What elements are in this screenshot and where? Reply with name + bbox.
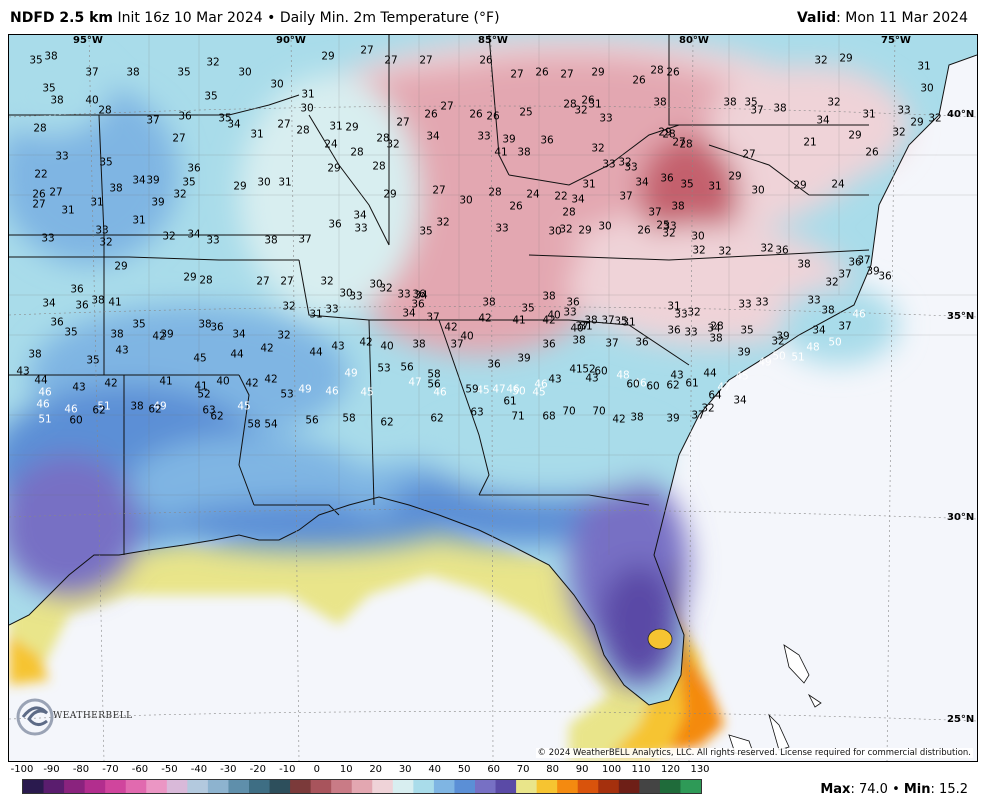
- coastline: [9, 54, 977, 706]
- lon-label-85w: 85°W: [478, 35, 508, 46]
- valid-time: Valid: Mon 11 Mar 2024: [797, 10, 968, 26]
- colorbar-swatch: [454, 780, 476, 793]
- colorbar-swatch: [290, 780, 312, 793]
- colorbar-swatch: [413, 780, 435, 793]
- colorbar-tick-label: -50: [161, 764, 178, 775]
- colorbar-tick-label: -40: [190, 764, 208, 775]
- colorbar-swatch: [84, 780, 106, 793]
- colorbar-swatch: [187, 780, 209, 793]
- valid-value: : Mon 11 Mar 2024: [836, 10, 968, 26]
- temperature-map: 35 38 35 37 38 35 35 32 30 30 29 27 27 27 26 26 27 29 27 26…: [8, 34, 978, 762]
- colorbar-tick-labels: -100 -90 -80 -70 -60 -50 -40 -30 -20 -10 0 10 20 30 40…: [0, 764, 984, 778]
- colorbar-tick-label: -100: [10, 764, 34, 775]
- colorbar-swatch: [372, 780, 394, 793]
- stats-separator: •: [892, 782, 900, 797]
- min-label: Min: [903, 782, 931, 797]
- colorbar-tick-label: -80: [72, 764, 90, 775]
- max-label: Max: [820, 782, 851, 797]
- colorbar-tick-label: 100: [602, 764, 622, 775]
- swirl-icon: [16, 698, 54, 736]
- map-title: NDFD 2.5 km Init 16z 10 Mar 2024 • Daily…: [10, 10, 500, 26]
- county-borders: [9, 35, 977, 555]
- colorbar-swatch: [392, 780, 414, 793]
- colorbar-swatch: [23, 780, 45, 793]
- colorbar-swatch: [146, 780, 168, 793]
- colorbar-swatch: [166, 780, 188, 793]
- colorbar-tick-label: -70: [102, 764, 119, 775]
- min-value: : 15.2: [930, 782, 968, 797]
- max-value: : 74.0: [850, 782, 888, 797]
- colorbar-tick-label: -20: [249, 764, 266, 775]
- lat-label-30n: 30°N: [947, 512, 975, 523]
- colorbar-tick-label: 90: [575, 764, 589, 775]
- colorbar-swatch: [577, 780, 599, 793]
- colorbar-swatch: [228, 780, 250, 793]
- lat-label-35n: 35°N: [947, 311, 975, 322]
- copyright-notice: © 2024 WeatherBELL Analytics, LLC. All r…: [535, 748, 973, 758]
- lon-label-75w: 75°W: [881, 35, 911, 46]
- colorbar-swatch: [125, 780, 147, 793]
- colorbar-tick-label: 20: [369, 764, 383, 775]
- lat-label-25n: 25°N: [947, 714, 975, 725]
- colorbar-swatch: [475, 780, 497, 793]
- colorbar-tick-label: 80: [546, 764, 559, 775]
- colorbar-tick-label: -30: [220, 764, 237, 775]
- lat-label-40n: 40°N: [947, 109, 975, 120]
- colorbar-swatch: [618, 780, 640, 793]
- colorbar-tick-label: 120: [660, 764, 681, 775]
- product-name: NDFD 2.5 km: [10, 10, 113, 26]
- colorbar-swatch: [680, 780, 701, 793]
- lon-label-80w: 80°W: [679, 35, 709, 46]
- title-separator: •: [267, 10, 276, 26]
- colorbar-tick-label: 10: [339, 764, 353, 775]
- colorbar-swatch: [598, 780, 620, 793]
- colorbar-tick-label: 110: [631, 764, 651, 775]
- lon-label-90w: 90°W: [276, 35, 306, 46]
- colorbar-swatch: [495, 780, 517, 793]
- colorbar: [22, 779, 702, 794]
- colorbar-tick-label: -60: [131, 764, 149, 775]
- colorbar-swatch: [64, 780, 86, 793]
- colorbar-tick-label: -10: [279, 764, 296, 775]
- colorbar-swatch: [269, 780, 291, 793]
- colorbar-swatch: [43, 780, 65, 793]
- map-canvas: [9, 35, 977, 761]
- colorbar-swatch: [536, 780, 558, 793]
- logo-text: WEATHERBELL: [53, 711, 133, 721]
- colorbar-tick-label: 50: [457, 764, 471, 775]
- colorbar-swatch: [207, 780, 230, 793]
- colorbar-swatch: [557, 780, 579, 793]
- map-header: NDFD 2.5 km Init 16z 10 Mar 2024 • Daily…: [0, 0, 984, 34]
- colorbar-swatch: [433, 780, 456, 793]
- colorbar-swatch: [351, 780, 373, 793]
- colorbar-swatch: [659, 780, 682, 793]
- lake-okeechobee: [647, 628, 673, 650]
- field-name: Daily Min. 2m Temperature (°F): [279, 10, 500, 26]
- colorbar-tick-label: 40: [428, 764, 442, 775]
- colorbar-swatch: [331, 780, 353, 793]
- colorbar-swatch: [310, 780, 332, 793]
- min-max-stats: Max: 74.0 • Min: 15.2: [820, 782, 968, 797]
- lon-label-95w: 95°W: [73, 35, 103, 46]
- valid-label: Valid: [796, 10, 837, 26]
- colorbar-tick-label: 60: [487, 764, 501, 775]
- colorbar-swatch: [105, 780, 127, 793]
- colorbar-swatch: [516, 780, 538, 793]
- init-time: Init 16z 10 Mar 2024: [117, 10, 263, 26]
- colorbar-tick-label: -90: [43, 764, 60, 775]
- graticule: [9, 35, 977, 761]
- colorbar-swatch: [249, 780, 271, 793]
- colorbar-tick-label: 70: [516, 764, 530, 775]
- colorbar-swatch: [639, 780, 661, 793]
- colorbar-tick-label: 130: [690, 764, 710, 775]
- weatherbell-logo: WEATHERBELL: [15, 695, 132, 743]
- colorbar-tick-label: 0: [313, 764, 320, 775]
- colorbar-tick-label: 30: [398, 764, 412, 775]
